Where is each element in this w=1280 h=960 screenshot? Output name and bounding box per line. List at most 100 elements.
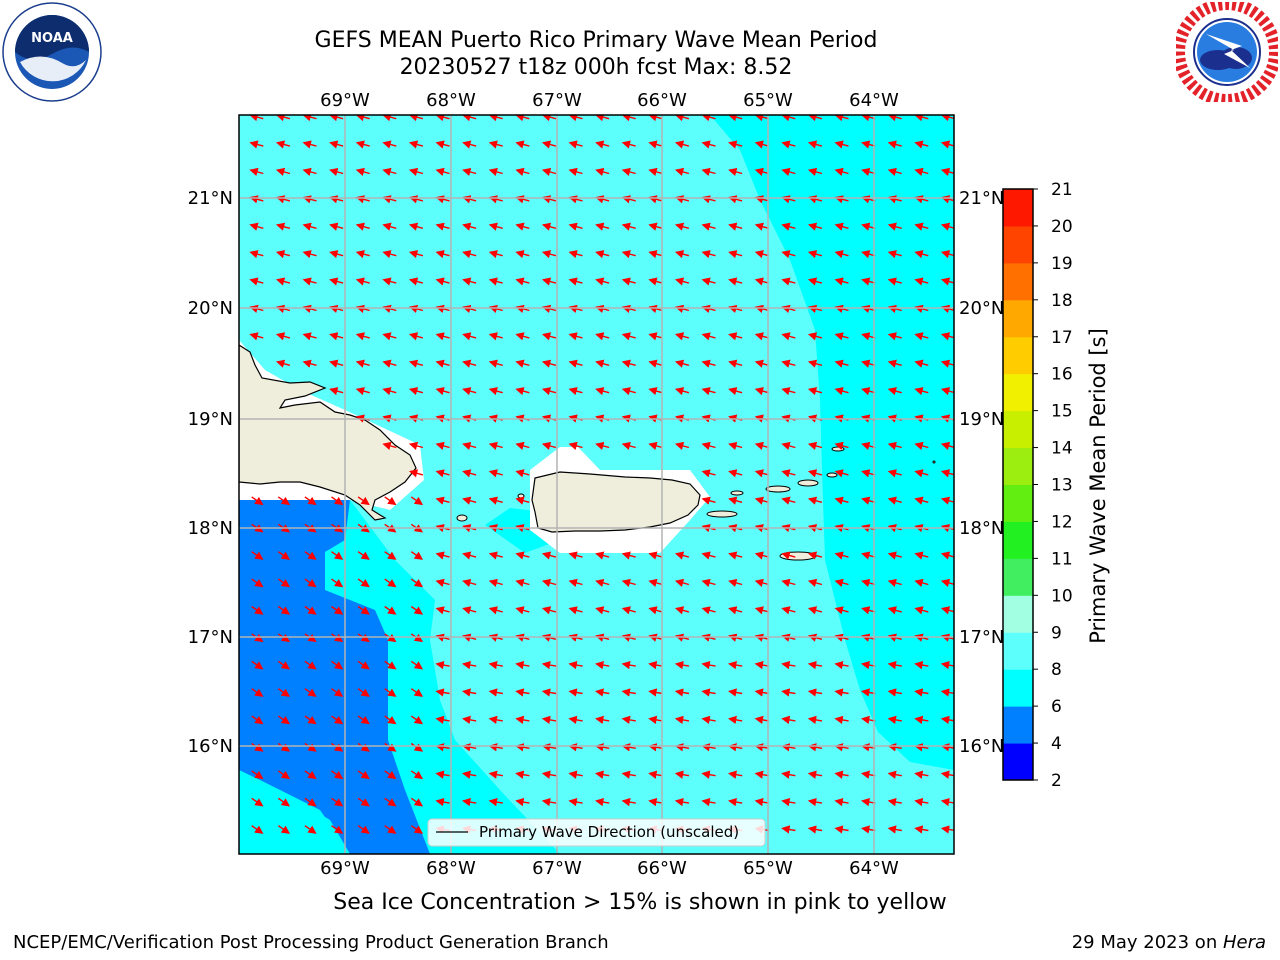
wave-arrow bbox=[940, 496, 954, 505]
wave-arrow bbox=[648, 715, 663, 725]
wave-arrow bbox=[887, 441, 902, 450]
wave-arrow bbox=[382, 140, 397, 149]
wave-arrow bbox=[277, 660, 291, 670]
wave-arrow bbox=[275, 250, 291, 259]
wave-arrow bbox=[595, 441, 610, 450]
lat-label-right: 18°N bbox=[959, 518, 1004, 539]
colorbar-tick-label: 6 bbox=[1051, 697, 1062, 717]
svg-text:NOAA: NOAA bbox=[31, 31, 73, 46]
wave-arrow bbox=[754, 688, 769, 697]
wave-arrow bbox=[887, 496, 902, 505]
wave-arrow bbox=[595, 387, 610, 396]
wave-arrow bbox=[462, 140, 477, 149]
wave-arrow bbox=[462, 715, 477, 725]
wave-arrow bbox=[329, 140, 344, 149]
wave-arrow bbox=[861, 606, 876, 615]
colorbar-segment bbox=[1003, 189, 1033, 227]
wave-arrow bbox=[435, 496, 450, 505]
wave-arrow bbox=[914, 688, 929, 697]
colorbar-tick-label: 9 bbox=[1051, 623, 1062, 643]
wave-arrow bbox=[834, 441, 849, 450]
wave-arrow bbox=[728, 140, 743, 149]
wave-arrow bbox=[302, 332, 317, 341]
lon-label-top: 69°W bbox=[320, 90, 370, 111]
wave-arrow bbox=[302, 140, 317, 149]
wave-arrow bbox=[541, 250, 557, 259]
colorbar-tick-label: 18 bbox=[1051, 291, 1073, 311]
wave-arrow bbox=[940, 715, 954, 725]
wave-arrow bbox=[728, 222, 743, 231]
wave-arrow bbox=[754, 660, 769, 670]
wave-arrow bbox=[861, 688, 876, 697]
wave-arrow bbox=[728, 797, 743, 807]
wave-arrow bbox=[781, 167, 796, 176]
wave-arrow bbox=[462, 115, 477, 122]
wave-arrow bbox=[275, 332, 291, 341]
wave-arrow bbox=[277, 578, 291, 588]
wave-arrow bbox=[488, 222, 503, 231]
wave-arrow bbox=[302, 359, 317, 368]
wave-arrow bbox=[834, 332, 849, 341]
wave-arrow bbox=[754, 115, 769, 122]
wave-arrow bbox=[754, 469, 769, 478]
colorbar-tick-label: 10 bbox=[1051, 586, 1073, 606]
wave-arrow bbox=[329, 359, 344, 368]
wave-arrow bbox=[331, 578, 344, 588]
wave-arrow bbox=[277, 496, 291, 506]
wave-arrow bbox=[887, 469, 902, 478]
colorbar-segment bbox=[1003, 521, 1033, 559]
wave-arrow bbox=[595, 277, 610, 286]
wave-arrow bbox=[568, 250, 583, 259]
wave-arrow bbox=[701, 797, 716, 807]
wave-arrow bbox=[382, 277, 397, 286]
wave-arrow bbox=[384, 770, 397, 780]
lon-label-bottom: 69°W bbox=[320, 858, 370, 879]
wave-arrow bbox=[807, 222, 823, 231]
wave-arrow bbox=[648, 441, 663, 450]
wave-arrow bbox=[304, 797, 317, 807]
wave-arrow bbox=[331, 605, 344, 615]
wave-arrow bbox=[515, 715, 530, 725]
wave-arrow bbox=[384, 605, 397, 615]
wave-arrow bbox=[887, 660, 902, 670]
wave-arrow bbox=[595, 660, 610, 670]
wave-arrow bbox=[568, 660, 583, 670]
wave-arrow bbox=[887, 359, 902, 368]
wave-arrow bbox=[834, 115, 849, 122]
wave-arrow bbox=[887, 715, 902, 725]
wave-arrow bbox=[728, 277, 743, 286]
wave-arrow bbox=[251, 660, 264, 670]
wave-arrow bbox=[807, 551, 823, 560]
wave-arrow bbox=[251, 551, 264, 560]
lat-label-left: 16°N bbox=[188, 736, 233, 757]
wave-arrow bbox=[304, 551, 317, 560]
wave-arrow bbox=[781, 715, 796, 725]
wave-arrow bbox=[940, 688, 954, 697]
wave-arrow bbox=[408, 469, 424, 478]
wave-arrow bbox=[541, 359, 557, 368]
wave-arrow bbox=[355, 140, 370, 149]
wave-arrow bbox=[249, 277, 264, 286]
wave-arrow bbox=[249, 250, 264, 259]
wave-arrow bbox=[277, 770, 291, 780]
wave-arrow bbox=[304, 605, 317, 615]
wave-arrow bbox=[781, 551, 796, 560]
wave-arrow bbox=[435, 359, 450, 368]
wave-arrow bbox=[674, 387, 690, 396]
wave-arrow bbox=[515, 441, 530, 450]
wave-arrow bbox=[408, 277, 424, 286]
wave-arrow bbox=[488, 715, 503, 725]
wave-arrow bbox=[595, 715, 610, 725]
wave-arrow bbox=[754, 140, 769, 149]
wave-arrow bbox=[384, 825, 397, 834]
wave-arrow bbox=[754, 770, 769, 779]
wave-arrow bbox=[834, 359, 849, 368]
wave-arrow bbox=[807, 688, 823, 697]
wave-arrow bbox=[648, 332, 663, 341]
wave-arrow bbox=[462, 441, 477, 450]
wave-arrow bbox=[914, 797, 929, 807]
lon-label-bottom: 67°W bbox=[532, 858, 582, 879]
wave-arrow bbox=[355, 277, 370, 286]
wave-arrow bbox=[674, 277, 690, 286]
wave-arrow bbox=[331, 551, 344, 560]
